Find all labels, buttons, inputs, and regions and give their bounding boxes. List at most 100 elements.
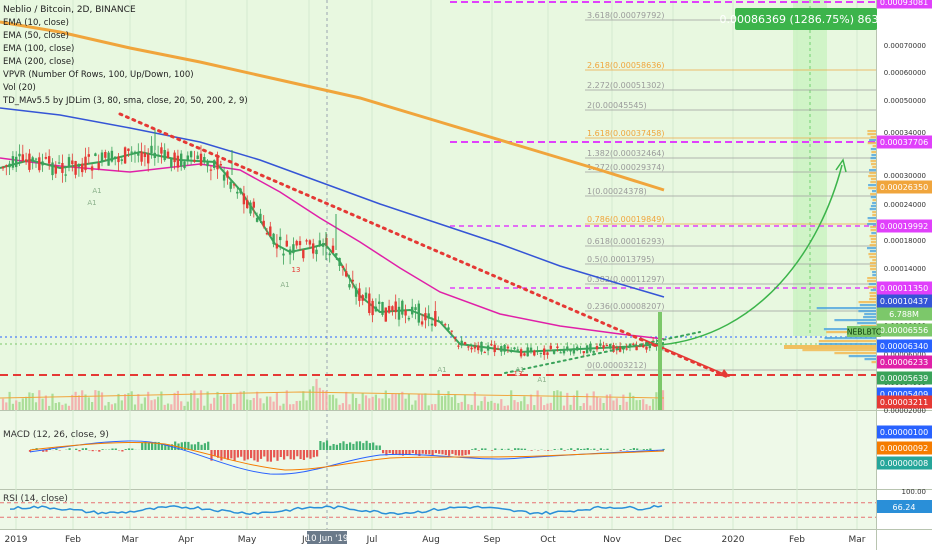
volume-bar <box>586 394 588 411</box>
candle-body <box>602 345 604 348</box>
vpvr-bar <box>869 292 876 294</box>
macd-histogram-bar <box>494 448 496 450</box>
fib-level-label: 0.618(0.00016293) <box>587 237 665 246</box>
volume-bar <box>332 395 334 410</box>
candle-body <box>583 351 585 353</box>
macd-histogram-bar <box>606 449 608 450</box>
candle-body <box>497 349 499 350</box>
volume-bar <box>279 406 281 410</box>
vpvr-bar <box>872 274 876 276</box>
volume-bar <box>223 394 225 410</box>
study-label: EMA (200, close) <box>3 57 74 67</box>
vpvr-bar <box>865 358 877 360</box>
volume-bar <box>302 391 304 410</box>
volume-bar <box>500 399 502 410</box>
volume-bar <box>253 398 255 410</box>
volume-bar <box>240 392 242 411</box>
volume-bar <box>226 394 228 410</box>
vpvr-bar <box>869 283 876 285</box>
volume-bar <box>91 402 93 410</box>
macd-value: 0.00000100 <box>880 428 928 437</box>
macd-value: 0.00000092 <box>880 444 928 453</box>
candle-body <box>444 324 446 325</box>
vpvr-bar <box>869 172 876 174</box>
candle-body <box>266 233 268 235</box>
vpvr-bar <box>817 307 876 309</box>
volume-bar <box>487 402 489 410</box>
candle-body <box>649 346 651 348</box>
macd-histogram-bar <box>55 449 57 450</box>
volume-bar <box>639 400 641 410</box>
vpvr-bar <box>868 253 876 255</box>
volume-bar <box>632 396 634 410</box>
candle-body <box>312 243 314 253</box>
volume-bar <box>583 403 585 410</box>
macd-histogram-bar <box>125 449 127 450</box>
candle-body <box>84 157 86 170</box>
macd-histogram-bar <box>230 450 232 458</box>
td-marker: A1 <box>537 376 546 384</box>
price-tick-label: 0.00050000 <box>884 97 926 105</box>
volume-bar <box>576 391 578 411</box>
macd-histogram-bar <box>69 448 71 450</box>
vpvr-bar <box>871 154 876 156</box>
volume-bar <box>246 400 248 411</box>
price-tag: 0.00010437 <box>880 297 928 306</box>
candle-body <box>414 307 416 310</box>
candle-body <box>454 337 456 339</box>
macd-histogram-bar <box>441 450 443 454</box>
volume-bar <box>282 404 284 410</box>
candle-body <box>173 153 175 163</box>
td-marker: 13 <box>514 370 523 378</box>
volume-bar <box>193 391 195 410</box>
volume-bar <box>312 386 314 410</box>
vpvr-bar <box>872 211 876 213</box>
price-tick-label: 0.00018000 <box>884 237 926 245</box>
candle-body <box>371 301 373 315</box>
vpvr-bar <box>872 271 876 273</box>
macd-histogram-bar <box>382 450 384 453</box>
volume-bar <box>81 390 83 410</box>
volume-bar <box>167 404 169 411</box>
volume-bar <box>655 392 657 410</box>
volume-bar <box>556 390 558 410</box>
volume-bar <box>117 394 119 410</box>
volume-bar <box>183 406 185 410</box>
candle-body <box>470 348 472 350</box>
candle-body <box>513 348 515 350</box>
vpvr-bar <box>872 361 877 363</box>
candle-body <box>177 156 179 168</box>
macd-histogram-bar <box>649 449 651 451</box>
volume-bar <box>348 404 350 410</box>
volume-bar <box>345 392 347 410</box>
vpvr-bar <box>872 166 876 168</box>
candle-body <box>348 284 350 287</box>
macd-histogram-bar <box>250 450 252 458</box>
volume-bar <box>642 399 644 410</box>
vpvr-bar <box>871 238 876 240</box>
fib-level-label: 1.382(0.00032464) <box>587 149 665 158</box>
volume-bar <box>236 393 238 410</box>
volume-bar <box>464 395 466 410</box>
macd-histogram-bar <box>560 448 562 450</box>
macd-histogram-bar <box>465 450 467 455</box>
time-tick-label: Feb <box>65 535 81 545</box>
volume-bar <box>457 403 459 410</box>
volume-bar <box>78 395 80 410</box>
volume-bar <box>108 402 110 410</box>
volume-bar <box>269 397 271 410</box>
vpvr-bar <box>872 214 876 216</box>
volume-bar <box>494 403 496 410</box>
macd-histogram-bar <box>151 443 153 450</box>
candle-body <box>147 155 149 164</box>
candle-body <box>263 221 265 227</box>
vpvr-bar <box>864 313 876 315</box>
vpvr-bar <box>802 349 876 351</box>
macd-histogram-bar <box>141 443 143 450</box>
volume-bar <box>213 398 215 410</box>
time-tick-label: Feb <box>789 535 805 545</box>
macd-histogram-bar <box>491 450 493 451</box>
volume-bar <box>58 402 60 410</box>
macd-histogram-bar <box>309 450 311 459</box>
candle-body <box>447 327 449 329</box>
